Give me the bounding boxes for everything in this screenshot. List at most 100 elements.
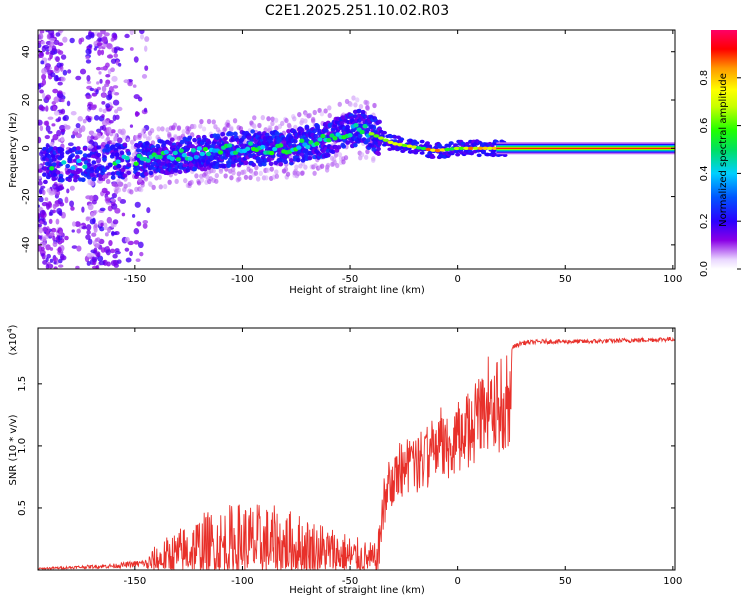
spectrogram-ticks: -150 -100 -50 0 50 100 -40 -20 0 20 40: [21, 30, 682, 285]
spectrogram-core-point: [347, 132, 353, 138]
spectrogram-transition-point: [464, 141, 470, 146]
spectrogram-core-point: [172, 150, 178, 156]
snr-panel: -150 -100 -50 0 50 100 0.5 1.0 1.5 Height of str…: [6, 324, 682, 596]
spectrogram-band-point: [119, 150, 125, 155]
spectrogram-band-point: [257, 131, 262, 136]
snr-plot-area: [38, 336, 675, 570]
spectrogram-halo-point: [300, 170, 305, 176]
spectrogram-band-point: [289, 158, 294, 163]
spectrogram-transition-core: [449, 147, 456, 151]
spectrogram-band-point: [352, 142, 358, 148]
spectrogram-noise-point: [40, 40, 46, 45]
spectrogram-halo-point: [268, 125, 273, 131]
spectrogram-noise-point: [132, 84, 137, 88]
spectrogram-halo-point: [238, 126, 244, 132]
spectrogram-halo-point: [138, 177, 143, 183]
spectrogram-noise-point: [52, 88, 59, 94]
spectrogram-halo-point: [206, 118, 212, 125]
spectrogram-halo-point: [189, 179, 194, 185]
spectrogram-noise-point: [106, 136, 111, 142]
spectrogram-transition-core: [458, 146, 465, 150]
spectrogram-band-point: [362, 114, 368, 119]
spectrogram-halo-point: [323, 108, 328, 114]
spectrogram-halo-point: [205, 174, 210, 180]
spectrogram-frame: [37, 29, 676, 270]
spectrogram-halo-point: [162, 183, 168, 190]
spectrogram-halo-point: [371, 157, 376, 163]
spectrogram-band-point: [105, 143, 110, 149]
spectrogram-band-point: [273, 160, 279, 166]
spectrogram-band-point: [70, 153, 75, 158]
spectrogram-noise-point: [117, 47, 124, 51]
spectrogram-band-point: [135, 171, 141, 177]
spectrogram-noise-point: [39, 235, 43, 240]
spectrogram-band-point: [365, 138, 371, 143]
spectrogram-halo-point: [327, 105, 332, 111]
spectrogram-noise-point: [38, 83, 42, 90]
spectrogram-noise-point: [52, 134, 59, 141]
spectrogram-transition-point: [425, 141, 431, 145]
spectrogram-noise-point: [139, 30, 145, 35]
spectrogram-halo-point: [122, 186, 127, 193]
spectrogram-halo-point: [295, 171, 301, 177]
spectrogram-noise-point: [101, 101, 106, 105]
spectrogram-halo-point: [199, 118, 204, 125]
spectrogram-noise-point: [38, 164, 43, 169]
spectrogram-core-point: [61, 160, 67, 165]
spectrogram-halo-point: [257, 122, 262, 129]
spectrogram-core-point: [115, 159, 121, 164]
spectrogram-halo-point: [343, 155, 349, 161]
spectrogram-halo-point: [292, 116, 297, 122]
spectrogram-noise-point: [42, 44, 50, 49]
spectrogram-noise-point: [41, 79, 47, 86]
spectrogram-halo-point: [303, 118, 308, 124]
spectrogram-transition-core: [406, 144, 413, 148]
spectrogram-band-point: [313, 133, 319, 139]
spectrogram-band-point: [143, 171, 149, 177]
spectrogram-noise-point: [90, 32, 95, 39]
spectrogram-transition-core: [378, 136, 385, 140]
spectrogram-band-point: [110, 144, 116, 149]
spectrogram-noise-point: [51, 123, 56, 127]
spectrogram-transition-core: [477, 146, 484, 150]
colorbar-label: Normalized spectral amplitude: [718, 73, 729, 227]
spectrogram-transition-point: [502, 153, 508, 158]
spectrogram-halo-point: [365, 100, 370, 106]
spectrogram-noise-point: [112, 99, 120, 106]
spectrogram-transition-point: [419, 151, 425, 155]
spectrogram-halo-point: [273, 117, 279, 123]
spectrogram-halo-point: [232, 118, 238, 124]
spectrogram-noise-point: [93, 247, 98, 253]
spectrogram-halo-point: [365, 149, 370, 155]
spectrogram-noise-point: [77, 116, 83, 122]
spectrogram-halo-point: [325, 164, 330, 170]
spectrogram-noise-point: [61, 98, 65, 103]
spectrogram-band-point: [177, 169, 183, 175]
spectrogram-core-point: [205, 151, 212, 157]
spectrogram-band-point: [278, 161, 284, 167]
spectrogram-halo-point: [142, 133, 147, 139]
spectrogram-band-point: [260, 155, 266, 160]
spectrogram-noise-point: [134, 111, 139, 117]
spectrogram-core-point: [332, 136, 338, 141]
spectrogram-noise-point: [52, 183, 59, 190]
spectrogram-core-point: [187, 156, 193, 161]
spectrogram-noise-point: [58, 264, 64, 268]
spectrogram-noise-point: [95, 251, 101, 258]
spectrogram-core-point: [136, 153, 142, 158]
spectrogram-noise-point: [114, 207, 121, 214]
spectrogram-noise-point: [75, 75, 82, 81]
spectrogram-noise-point: [144, 65, 149, 71]
spectrogram-noise-point: [97, 49, 102, 56]
spectrogram-noise-point: [45, 51, 50, 55]
spectrogram-noise-point: [104, 232, 109, 237]
spectrogram-halo-point: [214, 178, 219, 184]
spectrogram-halo-point: [158, 184, 163, 190]
spectrogram-noise-point: [134, 201, 141, 208]
spectrogram-noise-point: [38, 223, 42, 228]
spectrogram-band-point: [75, 146, 81, 151]
spectrogram-noise-point: [38, 42, 42, 49]
spectrogram-noise-point: [101, 93, 107, 98]
spectrogram-noise-point: [94, 238, 99, 242]
spectrogram-core-point: [359, 129, 365, 135]
